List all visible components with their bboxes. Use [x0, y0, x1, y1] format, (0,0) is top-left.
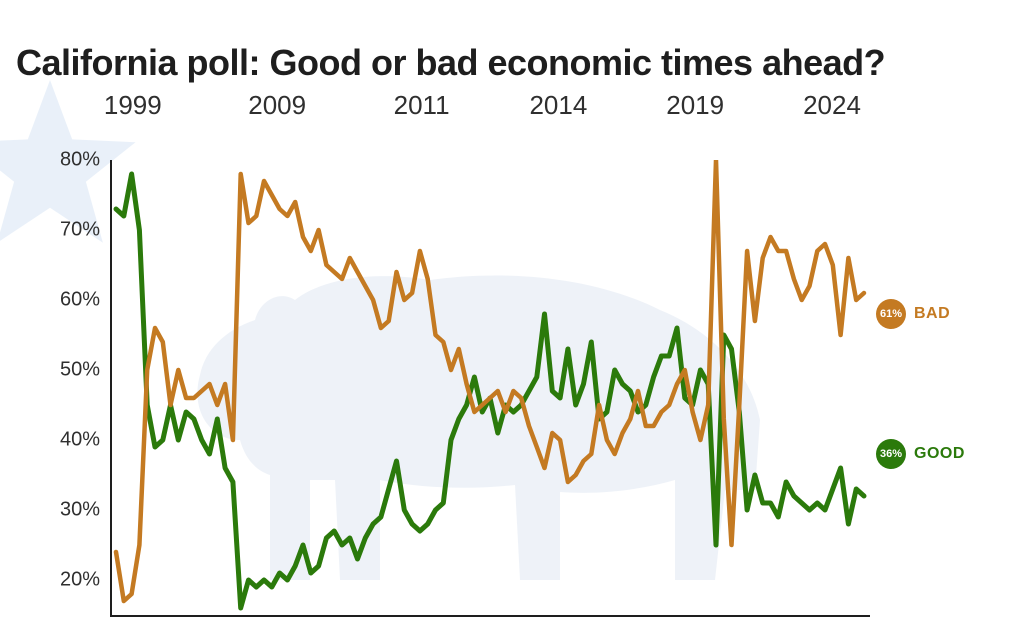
x-axis-tick-label: 2009	[248, 90, 306, 121]
x-axis-line	[110, 615, 870, 617]
end-badge-good: 36% GOOD	[876, 439, 965, 469]
x-axis-tick-label: 2024	[803, 90, 861, 121]
x-axis-tick-label: 2014	[529, 90, 587, 121]
end-badge-good-value: 36%	[880, 448, 902, 460]
end-badge-bad-label: BAD	[914, 305, 950, 323]
x-axis-tick-label: 1999	[104, 90, 162, 121]
end-badge-good-circle: 36%	[876, 439, 906, 469]
end-badge-good-label: GOOD	[914, 445, 965, 463]
lines-svg	[110, 160, 870, 615]
end-badge-bad-value: 61%	[880, 308, 902, 320]
y-axis-tick-label: 80%	[60, 149, 100, 172]
y-axis-tick-label: 40%	[60, 429, 100, 452]
y-axis-tick-label: 60%	[60, 289, 100, 312]
y-axis-tick-label: 50%	[60, 359, 100, 382]
y-axis-tick-label: 20%	[60, 569, 100, 592]
y-axis-tick-label: 30%	[60, 499, 100, 522]
series-line-bad	[116, 160, 864, 601]
y-axis-tick-label: 70%	[60, 219, 100, 242]
x-axis-tick-label: 2011	[394, 90, 450, 121]
end-badge-bad: 61% BAD	[876, 299, 950, 329]
plot-area	[110, 160, 870, 615]
chart-root: California poll: Good or bad economic ti…	[0, 0, 1024, 643]
x-axis-tick-label: 2019	[666, 90, 724, 121]
end-badge-bad-circle: 61%	[876, 299, 906, 329]
